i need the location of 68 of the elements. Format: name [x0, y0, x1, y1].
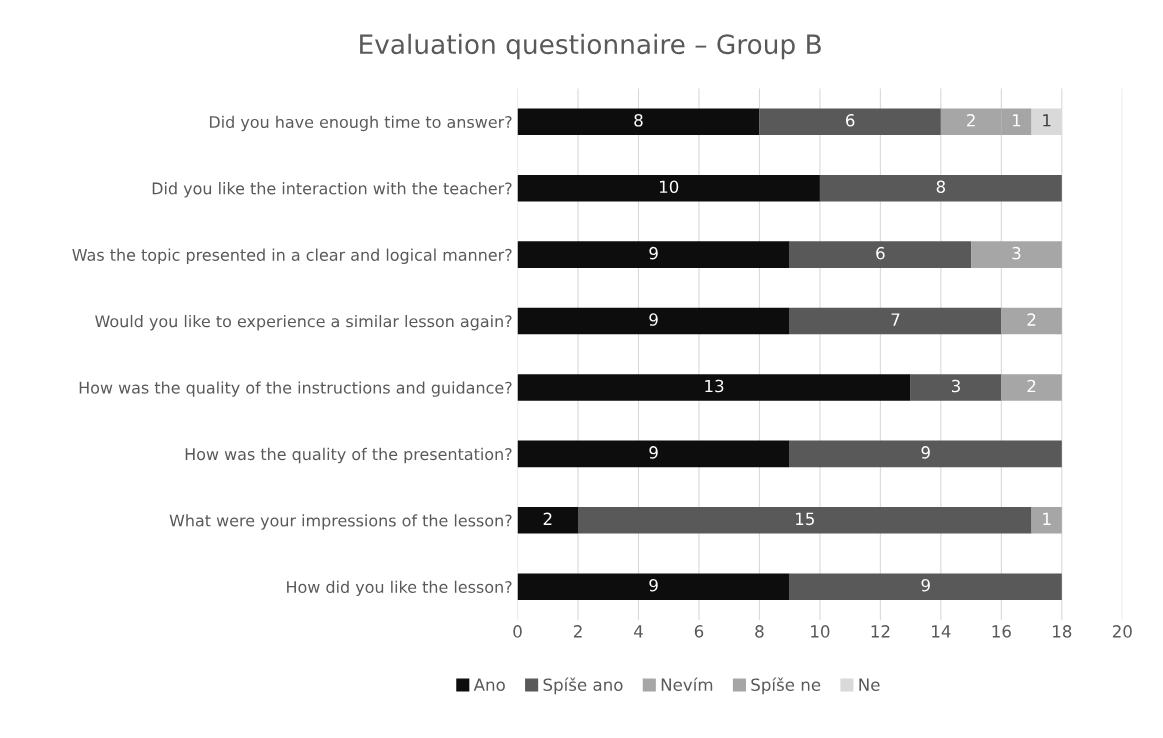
- x-tick-label: 6: [694, 625, 704, 638]
- data-label: 2: [1027, 313, 1036, 326]
- y-tick-label: Did you like the interaction with the teacher?: [152, 182, 512, 198]
- data-label: 9: [649, 578, 658, 592]
- bar: [819, 174, 1062, 202]
- bar: [517, 507, 579, 534]
- data-label: 8: [634, 114, 643, 127]
- x-tick-label: 2: [573, 625, 582, 638]
- data-label: 9: [921, 446, 930, 459]
- data-label: 9: [649, 246, 658, 260]
- bar: [1001, 374, 1062, 401]
- legend-label: Ano: [473, 678, 505, 691]
- data-label: 9: [649, 313, 658, 326]
- y-tick-label: How did you like the lesson?: [287, 580, 512, 597]
- y-tick-label: What were your impressions of the lesson?: [169, 514, 512, 530]
- legend-label: Nevím: [661, 677, 713, 691]
- data-label: 1: [1043, 512, 1051, 525]
- data-label: 1: [1012, 114, 1021, 127]
- data-label: 15: [796, 512, 814, 526]
- data-label: 2: [1027, 379, 1036, 393]
- y-tick-label: How was the quality of the presentation?: [185, 447, 512, 464]
- x-tick-label: 8: [755, 625, 764, 638]
- bar: [578, 507, 1032, 534]
- bar: [517, 440, 790, 468]
- y-tick-label: Did you have enough time to answer?: [209, 115, 512, 132]
- bar: [517, 573, 790, 600]
- bar: [789, 440, 1062, 468]
- y-tick-label: How was the quality of the instructions and guidance?: [79, 381, 512, 397]
- bar: [517, 108, 760, 136]
- x-tick-label: 4: [634, 625, 643, 638]
- data-label: 6: [876, 246, 885, 260]
- bar: [789, 573, 1062, 600]
- bar: [517, 374, 911, 401]
- legend-label: Spíše ne: [751, 677, 821, 695]
- x-tick-label: 18: [1053, 625, 1072, 638]
- bar: [517, 307, 790, 335]
- bar: [971, 241, 1062, 268]
- y-tick-label: Would you like to experience a similar lesson again?: [95, 314, 512, 331]
- data-label: 9: [921, 578, 930, 592]
- chart-title: Evaluation questionnaire – Group B: [360, 33, 821, 60]
- x-tick-label: 20: [1112, 625, 1132, 638]
- bar: [789, 307, 1002, 335]
- bar: [1001, 307, 1062, 335]
- bar: [1031, 507, 1062, 534]
- data-label: 2: [967, 114, 975, 127]
- data-label: 13: [705, 379, 724, 393]
- x-tick-label: 12: [871, 625, 890, 638]
- x-tick-label: 16: [992, 625, 1011, 638]
- data-label: 6: [846, 114, 855, 127]
- data-label: 2: [543, 512, 552, 525]
- data-label: 8: [936, 180, 946, 194]
- x-tick-label: 0: [513, 625, 522, 638]
- bar: [789, 241, 972, 268]
- legend-label: Ne: [859, 678, 880, 691]
- x-tick-label: 10: [811, 625, 830, 638]
- data-label: 3: [1012, 246, 1021, 260]
- bar: [517, 241, 790, 268]
- y-tick-label: Was the topic presented in a clear and logical manner?: [72, 248, 512, 264]
- x-tick-label: 14: [932, 625, 951, 638]
- bar: [910, 374, 1002, 401]
- bar: [759, 108, 941, 136]
- data-label: 3: [951, 379, 960, 393]
- bar: [517, 174, 820, 202]
- data-label: 9: [649, 446, 658, 459]
- legend-label: Spíše ano: [543, 677, 623, 695]
- data-label: 10: [659, 180, 679, 194]
- data-label: 1: [1043, 114, 1051, 127]
- data-label: 7: [891, 313, 900, 326]
